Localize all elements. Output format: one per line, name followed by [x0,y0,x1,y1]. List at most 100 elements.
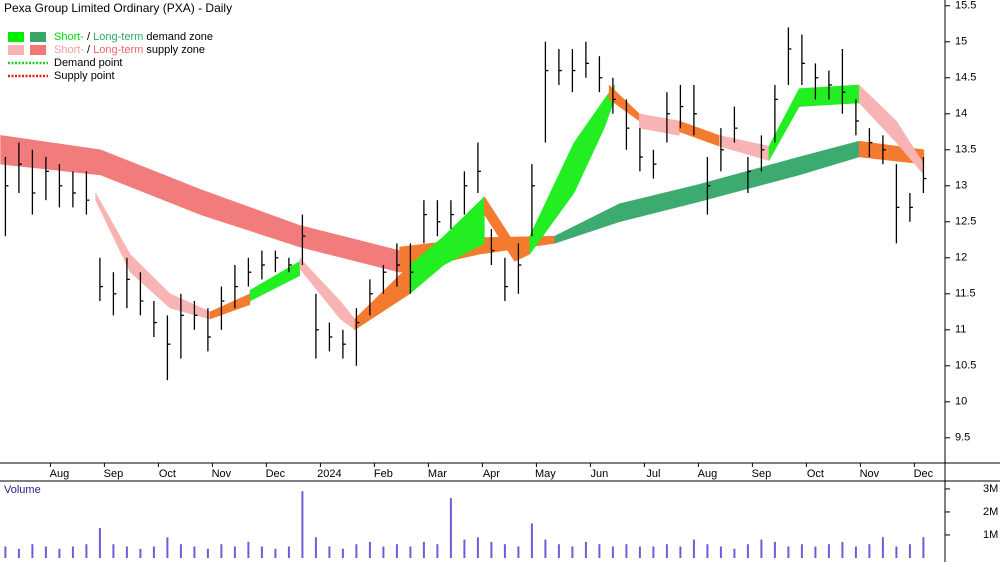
legend-text: / [84,31,93,43]
volume-bar [58,548,61,558]
legend-label: Supply point [54,70,115,82]
volume-bar [449,498,452,558]
volume-bar [17,548,20,558]
y-tick-label: 10 [955,396,967,408]
volume-bar [908,544,911,558]
volume-bar [85,544,88,558]
x-tick-label: Feb [374,468,393,480]
volume-bar [71,546,74,558]
legend-text: Long-term [93,44,143,56]
volume-bar [503,544,506,558]
volume-bar [611,546,614,558]
volume-bar [220,544,223,558]
volume-bar [733,548,736,558]
volume-bar [490,541,493,558]
x-tick-label: Sep [752,468,772,480]
volume-bar [112,544,115,558]
volume-bar [368,541,371,558]
volume-bar [422,541,425,558]
volume-bar [854,546,857,558]
x-tick-label: Oct [159,468,176,480]
y-tick-label: 2M [983,506,998,518]
volume-bar [800,544,803,558]
volume-bar [517,546,520,558]
volume-bar [814,546,817,558]
y-tick-label: 12 [955,252,967,264]
y-tick-label: 9.5 [955,432,970,444]
legend-swatch [30,32,46,42]
volume-bar [287,546,290,558]
y-tick-label: 15.5 [955,0,976,12]
volume-bar [530,523,533,558]
x-tick-label: Mar [428,468,447,480]
volume-bar [206,548,209,558]
legend-swatch [30,45,46,55]
legend-text: Short- [54,31,84,43]
volume-bar [598,544,601,558]
volume-bar [44,546,47,558]
volume-bar [314,537,317,558]
zone [639,113,680,136]
volume-bar [652,546,655,558]
y-tick-label: 11 [955,324,966,336]
x-tick-label: Nov [212,468,232,480]
chart-title: Pexa Group Limited Ordinary (PXA) - Dail… [4,1,232,15]
volume-bar [706,544,709,558]
volume-bar [4,546,7,558]
volume-bar [719,546,722,558]
volume-bar [355,544,358,558]
x-tick-label: Jun [591,468,609,480]
volume-bars [4,491,925,558]
volume-bar [139,548,142,558]
volume-bar [692,539,695,558]
volume-bar [152,546,155,558]
volume-bar [179,544,182,558]
legend-text: Demand point [54,57,123,69]
volume-title: Volume [4,484,41,496]
x-tick-label: Apr [483,468,500,480]
y-tick-label: 12.5 [955,216,976,228]
volume-bar [881,537,884,558]
legend-text: supply zone [143,44,205,56]
volume-bar [31,544,34,558]
volume-bar [571,546,574,558]
volume-bar [166,537,169,558]
y-tick-label: 15 [955,36,967,48]
volume-bar [382,546,385,558]
volume-bar [584,541,587,558]
x-tick-label: May [535,468,556,480]
volume-bar [436,544,439,558]
volume-bar [233,546,236,558]
volume-bar [827,544,830,558]
legend-swatch [8,45,24,55]
volume-bar [125,546,128,558]
volume-bar [247,541,250,558]
y-tick-label: 1M [983,529,998,541]
x-tick-label: Jul [646,468,660,480]
y-tick-label: 10.5 [955,360,976,372]
volume-bar [746,544,749,558]
price-bars [4,27,927,381]
volume-bar [544,539,547,558]
zone [209,293,251,320]
legend-label: Short- / Long-term supply zone [54,44,205,56]
volume-bar [895,546,898,558]
volume-bar [193,546,196,558]
x-tick-label: 2024 [317,468,341,480]
volume-bar [787,546,790,558]
volume-bar [665,544,668,558]
volume-bar [395,544,398,558]
legend-text: Long-term [93,31,143,43]
x-tick-label: Dec [266,468,286,480]
zone [249,260,300,302]
volume-bar [638,546,641,558]
volume-bar [274,548,277,558]
legend-text: Supply point [54,70,115,82]
x-tick-label: Nov [860,468,880,480]
legend-swatch [8,32,24,42]
legend-label: Short- / Long-term demand zone [54,31,213,43]
legend-text: demand zone [143,31,213,43]
y-tick-label: 13 [955,180,967,192]
